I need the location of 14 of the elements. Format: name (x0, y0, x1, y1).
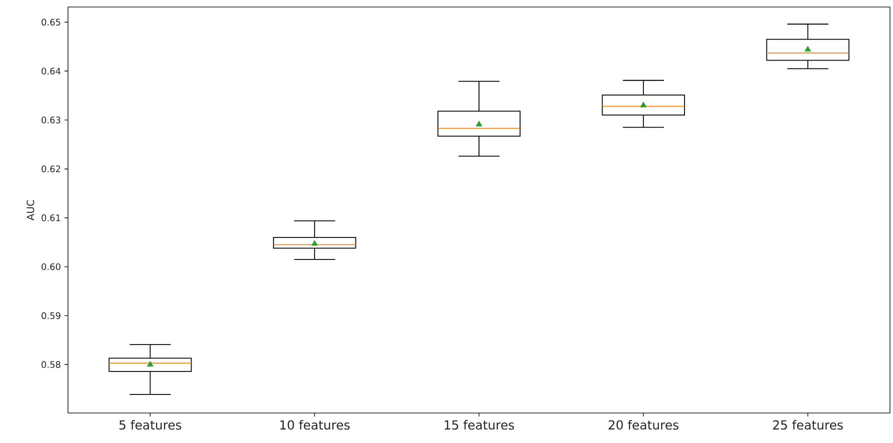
x-tick-label: 25 features (773, 420, 843, 430)
y-tick-label: 0.63 (42, 116, 60, 124)
x-tick-label: 10 features (280, 420, 350, 430)
y-tick-label: 0.59 (42, 312, 60, 320)
y-tick-label: 0.64 (42, 68, 60, 74)
y-tick-label: 0.58 (42, 361, 60, 368)
y-tick-label: 0.61 (42, 214, 60, 222)
x-tick-label: 5 features (119, 420, 182, 430)
x-tick-label: 20 features (608, 420, 678, 430)
y-tick-label: 0.62 (42, 166, 60, 172)
x-tick-label: 15 features (444, 420, 514, 430)
y-axis-title: AUC (26, 200, 34, 220)
y-tick-label: 0.60 (42, 263, 60, 270)
y-tick-label: 0.65 (42, 18, 60, 26)
